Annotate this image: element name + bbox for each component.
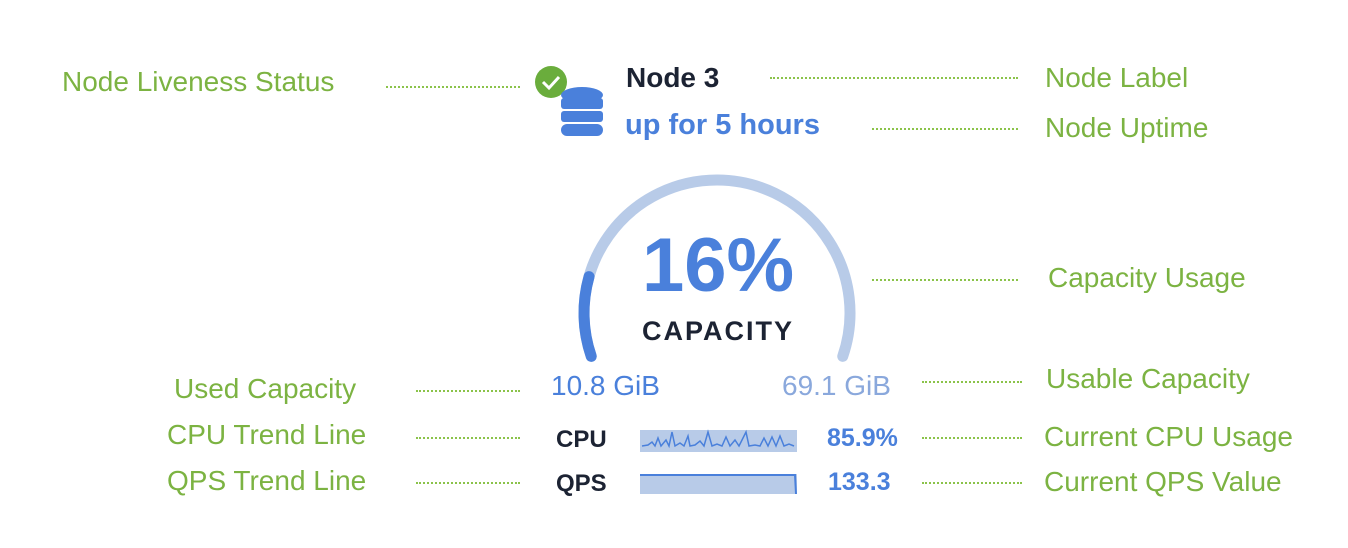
capacity-gauge-fill	[578, 271, 597, 362]
annotation-qps-trend: QPS Trend Line	[167, 465, 367, 496]
qps-value: 133.3	[828, 468, 891, 496]
annotation-qps-current: Current QPS Value	[1044, 466, 1282, 497]
database-icon	[561, 87, 603, 136]
leader-line	[416, 437, 520, 439]
annotation-usable-capacity: Usable Capacity	[1046, 363, 1250, 394]
leader-line	[416, 482, 520, 484]
node-uptime: up for 5 hours	[625, 109, 820, 141]
leader-line	[922, 482, 1022, 484]
capacity-caption: CAPACITY	[641, 316, 794, 346]
qps-sparkline	[640, 474, 797, 495]
used-capacity-value: 10.8 GiB	[551, 370, 660, 401]
qps-label: QPS	[556, 470, 607, 497]
cpu-value: 85.9%	[827, 424, 898, 452]
annotation-cpu-trend: CPU Trend Line	[167, 419, 367, 450]
annotation-uptime: Node Uptime	[1045, 112, 1209, 143]
leader-line	[922, 437, 1022, 439]
capacity-percent: 16%	[641, 223, 795, 308]
annotation-liveness: Node Liveness Status	[62, 66, 335, 97]
annotation-capacity-usage: Capacity Usage	[1048, 262, 1246, 293]
leader-line	[872, 128, 1018, 130]
leader-line	[872, 279, 1018, 281]
leader-line	[770, 77, 1018, 79]
node-name[interactable]: Node 3	[626, 62, 720, 93]
annotation-used-capacity: Used Capacity	[174, 373, 357, 404]
leader-line	[922, 381, 1022, 383]
leader-line	[386, 86, 520, 88]
liveness-check-icon	[535, 66, 567, 98]
cpu-sparkline	[640, 429, 797, 452]
annotation-label: Node Label	[1045, 62, 1189, 93]
leader-line	[416, 390, 520, 392]
annotation-cpu-current: Current CPU Usage	[1044, 421, 1293, 452]
usable-capacity-value: 69.1 GiB	[782, 370, 891, 401]
cpu-label: CPU	[556, 426, 607, 453]
